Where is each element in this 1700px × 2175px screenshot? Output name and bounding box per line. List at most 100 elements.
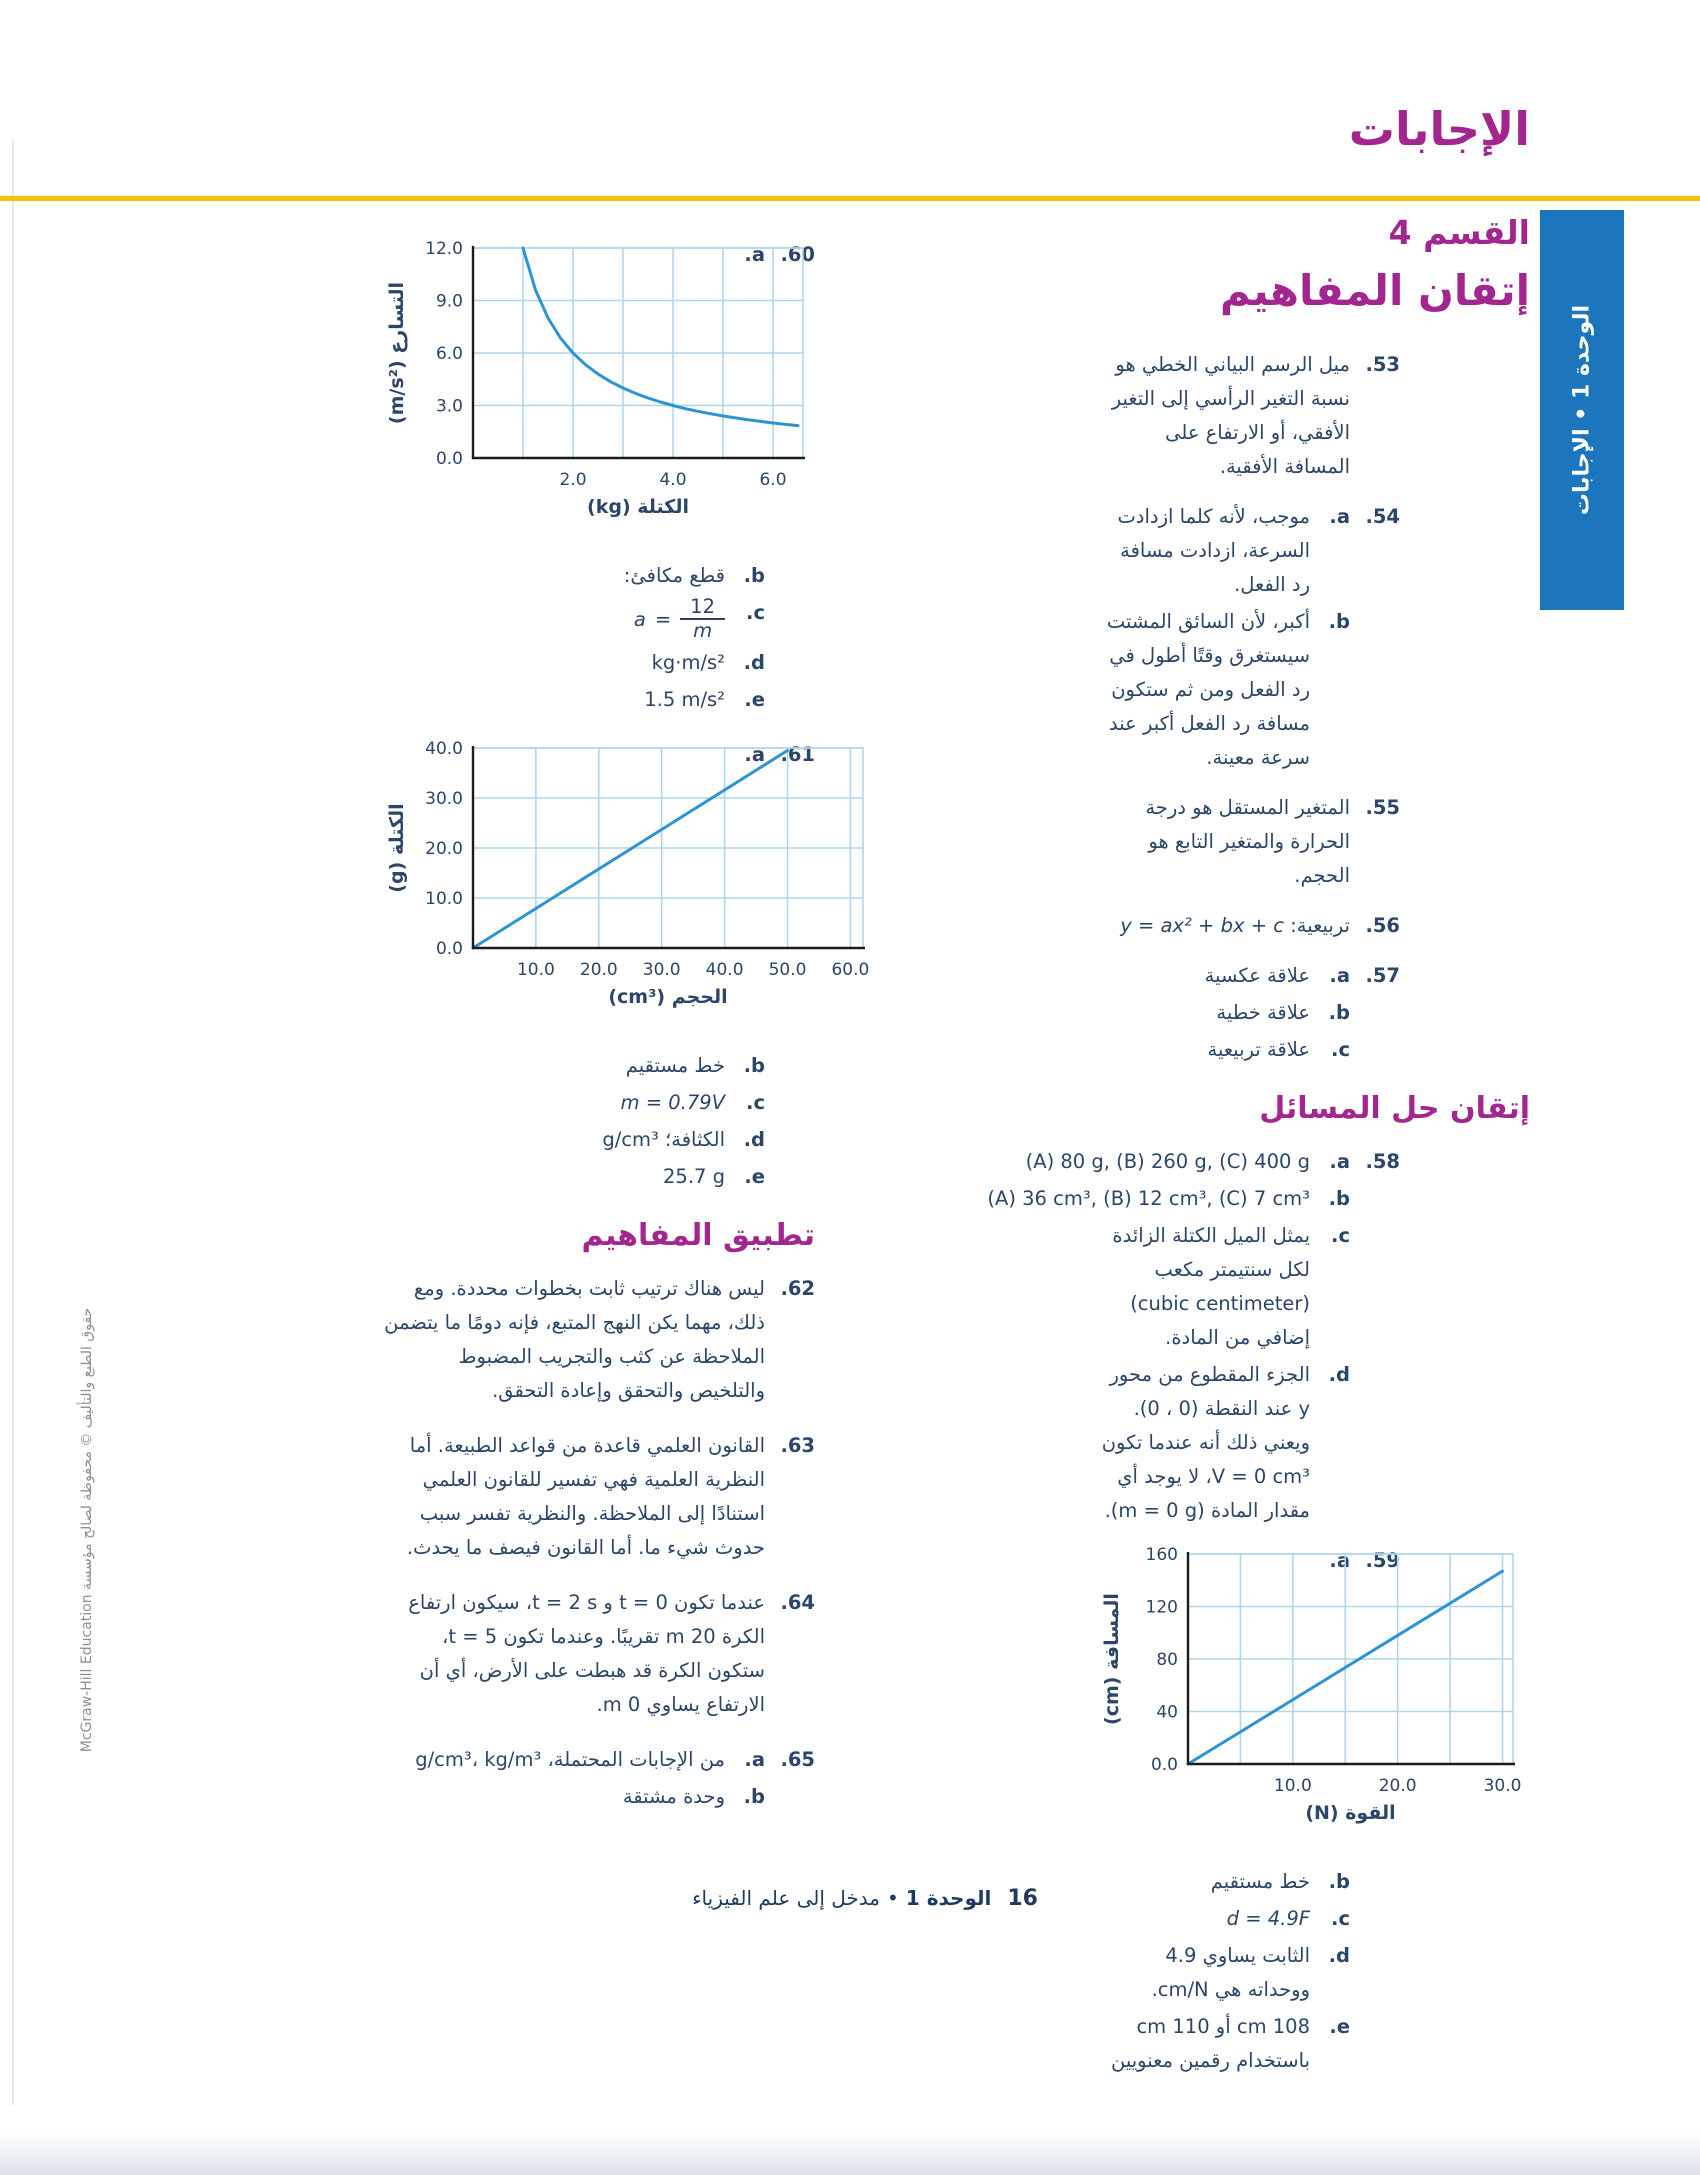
answer-body: علاقة تربيعية [1098,1033,1311,1067]
svg-text:50.0: 50.0 [769,960,807,980]
answer-body: a = 12 m [383,595,725,643]
answer-part: a. 0.0 10.0 20.0 30.0 40.0 10.0 20.0 30.0 40.0 50.… [383,738,869,1023]
answer-part: c. علاقة تربيعية [1098,1033,1351,1067]
answer-part: المتغير المستقل هو درجة الحرارة والمتغير… [1098,791,1350,893]
side-tab-label: الوحدة 1 • الإجابات [1569,304,1595,516]
answer-text: خط مستقيم [625,1053,725,1077]
answer-part: e. 25.7 g [383,1160,765,1194]
answer-part: b. خط مستقيم [383,1049,765,1083]
chart-svg-mass_acceleration: 0.0 3.0 6.0 9.0 12.0 2.0 4.0 6.0 الكتلة (kg) التس… [386,239,805,518]
answer-letter: b. [1328,609,1350,633]
title-rule [0,196,1700,201]
answer-body: خط مستقيم [1098,1865,1310,1899]
answer-letter: c. [746,601,765,624]
answer-text: ميل الرسم البياني الخطي هو نسبة التغير ا… [1111,352,1350,478]
answer-letter: e. [1329,2015,1350,2039]
answer-letter: b. [1328,1000,1350,1024]
answer-number: 64. [780,1591,815,1615]
answer-body: (A) 36 cm³, (B) 12 cm³, (C) 7 cm³ [987,1182,1310,1216]
svg-text:30.0: 30.0 [1484,1776,1522,1796]
answer-part: c. a = 12 m [383,595,765,643]
answer-parts: a. (A) 80 g, (B) 260 g, (C) 400 g b. (A) … [987,1145,1350,1531]
svg-text:الكتلة (kg): الكتلة (kg) [587,496,689,518]
fraction-denominator: m [693,619,713,643]
answer-body: ميل الرسم البياني الخطي هو نسبة التغير ا… [1098,348,1350,484]
answer-text: ليس هناك ترتيب ثابت بخطوات محددة. ومع ذل… [384,1277,765,1403]
answer-letter: a. [1329,1150,1350,1174]
answer-text: الكثافة؛ [665,1127,725,1151]
answer-part: b. وحدة مشتقة [383,1780,765,1814]
answer-item-57: 57. a. علاقة عكسية b. علاقة خطية c. علاقة تربي… [1098,959,1400,1070]
svg-text:المسافة (cm): المسافة (cm) [1101,1593,1123,1725]
answer-text: تربيعية: [1290,913,1350,937]
answer-number: 54. [1365,504,1400,528]
math-expression: m = 0.79V [620,1090,726,1114]
answer-body: من الإجابات المحتملة، g/cm³، kg/m³ [383,1743,725,1777]
answer-body: 0.0 40 80 120 160 10.0 20.0 30.0 القوة (N) المساف… [1098,1544,1521,1839]
answer-item-55: 55. المتغير المستقل هو درجة الحرارة والمت… [1098,791,1400,896]
answer-part: تربيعية: y = ax² + bx + c [1098,909,1350,943]
answer-parts: عندما تكون t = 0 و t = 2 s، سيكون ارتفاع… [383,1586,765,1725]
copyright-sidebar: حقوق الطبع والتأليف © محفوظة لصالح مؤسسة… [70,1240,104,1820]
chart-svg-volume_mass: 0.0 10.0 20.0 30.0 40.0 10.0 20.0 30.0 40.0 50.0 6… [386,739,869,1008]
answer-letter: d. [1328,1944,1350,1968]
answer-text: علاقة عكسية [1204,963,1310,987]
page-number: 16 [1007,1886,1038,1911]
answer-part: b. خط مستقيم [1098,1865,1350,1899]
answer-parts: ليس هناك ترتيب ثابت بخطوات محددة. ومع ذل… [383,1272,765,1411]
answer-body: يمثل الميل الكتلة الزائدة لكل سنتيمتر مك… [1098,1219,1310,1355]
answer-part: c. m = 0.79V [383,1086,766,1120]
answer-text: القانون العلمي قاعدة من قواعد الطبيعة. أ… [406,1434,765,1560]
answer-item-61: 61. a. 0.0 10.0 20.0 30.0 40.0 10.0 20.0 30.0 40.0… [383,738,869,1197]
svg-text:0.0: 0.0 [436,939,463,959]
answer-part: a. 0.0 3.0 6.0 9.0 12.0 2.0 4.0 6.0 الكتلة (kg) ال… [383,238,805,533]
answer-part: عندما تكون t = 0 و t = 2 s، سيكون ارتفاع… [383,1586,765,1722]
answer-body: قطع مكافئ: [383,559,725,593]
fraction-numerator: 12 [680,595,725,621]
page-bottom-edge [0,2133,1700,2175]
answer-part: ميل الرسم البياني الخطي هو نسبة التغير ا… [1098,348,1350,484]
page-footer: 16 الوحدة 1 • مدخل إلى علم الفيزياء [692,1886,1038,1911]
answer-body: 25.7 g [383,1160,725,1194]
answer-item-64: 64. عندما تكون t = 0 و t = 2 s، سيكون ارت… [383,1586,815,1725]
answer-body: خط مستقيم [383,1049,725,1083]
answer-item-53: 53. ميل الرسم البياني الخطي هو نسبة التغي… [1098,348,1400,487]
equals-sign: = [654,607,672,631]
answer-body: الجزء المقطوع من محور y عند النقطة (0 ، … [1098,1358,1310,1528]
answer-body: (A) 80 g, (B) 260 g, (C) 400 g [1026,1145,1310,1179]
answer-item-56: 56. تربيعية: y = ax² + bx + c [1098,909,1400,946]
svg-text:0.0: 0.0 [1151,1755,1178,1775]
answer-number: 56. [1365,913,1400,937]
answers-column-right: القسم 4 إتقان المفاهيم 53. ميل الرسم البيان… [987,212,1530,2094]
answer-item-54: 54. a. موجب، لأنه كلما ازدادت السرعة، ازدا… [1098,500,1400,778]
answers-column-left: 60. a. 0.0 3.0 6.0 9.0 12.0 2.0 4.0 6.0 الكتلة (kg… [383,238,869,1835]
svg-text:30.0: 30.0 [643,960,681,980]
answer-number: 53. [1365,352,1400,376]
footer-chapter: مدخل إلى علم الفيزياء [692,1886,881,1910]
answer-part: d. الجزء المقطوع من محور y عند النقطة (0 … [1098,1358,1350,1528]
svg-text:40: 40 [1156,1703,1178,1723]
answer-part: b. علاقة خطية [1098,996,1350,1030]
answer-letter: b. [743,1053,765,1077]
svg-text:20.0: 20.0 [580,960,618,980]
svg-text:الحجم (cm³): الحجم (cm³) [608,986,727,1008]
answer-number: 57. [1365,963,1400,987]
answer-letter: e. [744,687,765,711]
svg-text:القوة (N): القوة (N) [1305,1802,1395,1824]
answer-text: يمثل الميل الكتلة الزائدة لكل سنتيمتر مك… [1112,1224,1310,1350]
math-expression: y = ax² + bx + c [1120,913,1284,937]
applying-concepts-heading: تطبيق المفاهيم [581,1217,815,1253]
answer-body: علاقة خطية [1098,996,1310,1030]
svg-text:80: 80 [1156,1650,1178,1670]
answer-body: القانون العلمي قاعدة من قواعد الطبيعة. أ… [383,1429,765,1565]
page-title: الإجابات [1348,102,1530,156]
answer-item-60: 60. a. 0.0 3.0 6.0 9.0 12.0 2.0 4.0 6.0 الكتلة (kg… [383,238,815,720]
page-edge-line [12,140,14,2105]
copyright-text: حقوق الطبع والتأليف © محفوظة لصالح مؤسسة… [79,1307,95,1753]
answer-parts: المتغير المستقل هو درجة الحرارة والمتغير… [1098,791,1350,896]
answer-body: d = 4.9F [1098,1902,1310,1936]
answer-text: موجب، لأنه كلما ازدادت السرعة، ازدادت مس… [1117,504,1310,596]
svg-text:20.0: 20.0 [1379,1776,1417,1796]
answer-number: 55. [1365,795,1400,819]
answer-letter: a. [1329,963,1350,987]
